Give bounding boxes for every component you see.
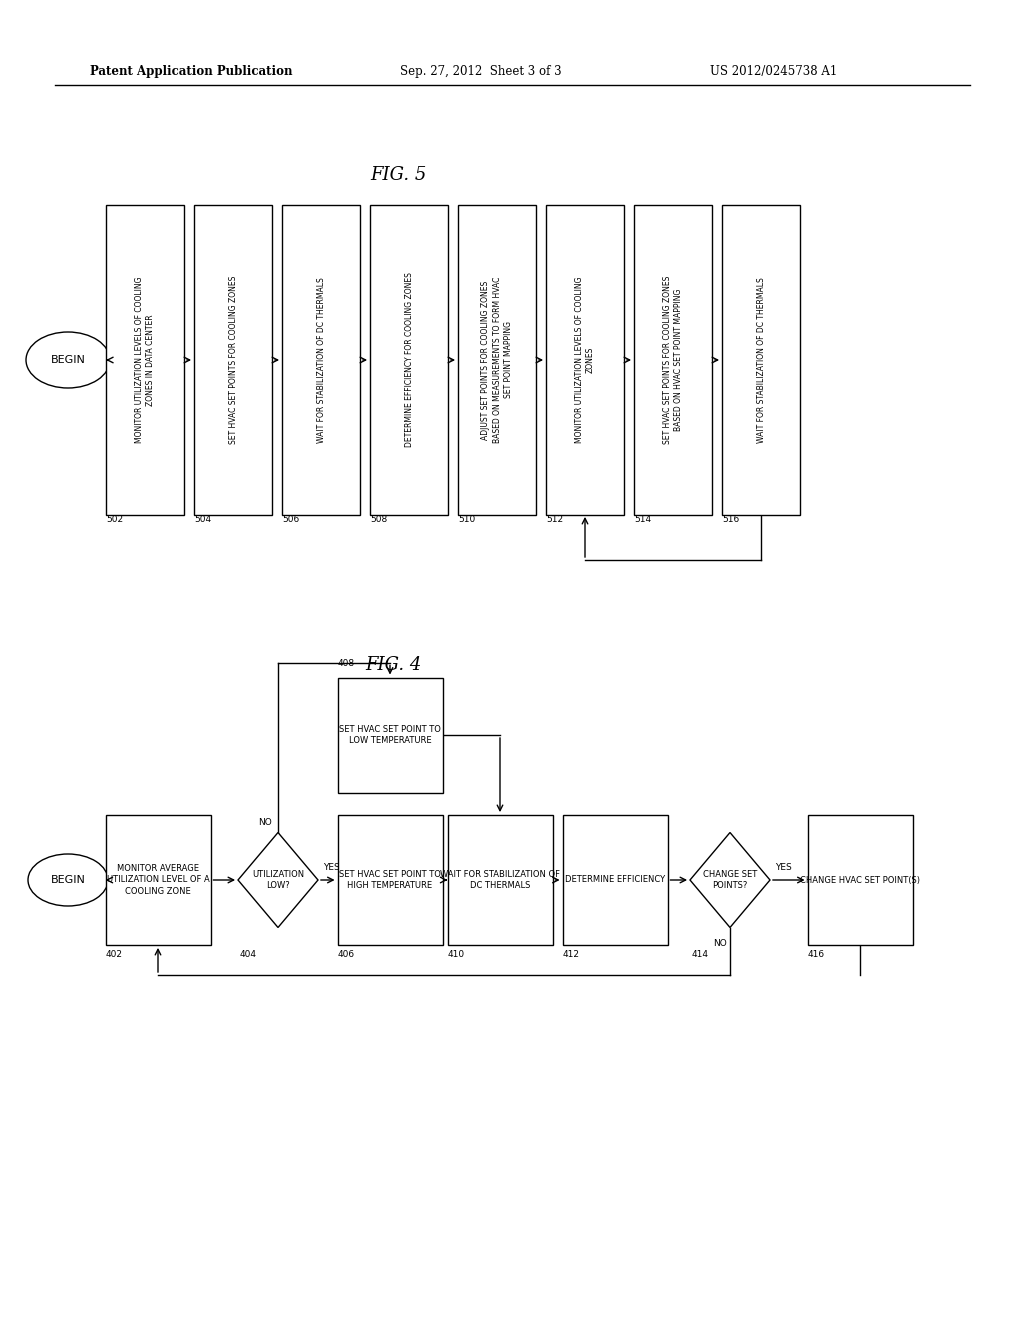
Text: SET HVAC SET POINTS FOR COOLING ZONES: SET HVAC SET POINTS FOR COOLING ZONES [228,276,238,445]
Text: FIG. 5: FIG. 5 [370,166,426,183]
Text: 504: 504 [194,515,211,524]
Text: 506: 506 [282,515,299,524]
FancyBboxPatch shape [562,814,668,945]
FancyBboxPatch shape [722,205,800,515]
Text: US 2012/0245738 A1: US 2012/0245738 A1 [710,66,838,78]
FancyBboxPatch shape [634,205,712,515]
FancyBboxPatch shape [370,205,449,515]
FancyBboxPatch shape [546,205,624,515]
FancyBboxPatch shape [458,205,536,515]
Text: FIG. 4: FIG. 4 [365,656,421,675]
FancyBboxPatch shape [194,205,272,515]
FancyBboxPatch shape [338,814,442,945]
Text: 508: 508 [370,515,387,524]
Text: BEGIN: BEGIN [50,875,85,884]
FancyBboxPatch shape [447,814,553,945]
Text: 408: 408 [338,660,354,668]
Text: BEGIN: BEGIN [50,355,85,366]
FancyBboxPatch shape [338,677,442,792]
Text: SET HVAC SET POINT TO
LOW TEMPERATURE: SET HVAC SET POINT TO LOW TEMPERATURE [339,725,441,744]
Text: ADJUST SET POINTS FOR COOLING ZONES
BASED ON MEASUREMENTS TO FORM HVAC
SET POINT: ADJUST SET POINTS FOR COOLING ZONES BASE… [481,277,513,444]
Text: 406: 406 [338,950,354,960]
Text: 510: 510 [458,515,475,524]
Text: SET HVAC SET POINTS FOR COOLING ZONES
BASED ON HVAC SET POINT MAPPING: SET HVAC SET POINTS FOR COOLING ZONES BA… [663,276,683,445]
FancyBboxPatch shape [808,814,912,945]
Text: 516: 516 [722,515,739,524]
Text: YES: YES [775,863,792,873]
Text: NO: NO [258,818,271,828]
Text: 416: 416 [808,950,824,960]
Text: MONITOR AVERAGE
UTILIZATION LEVEL OF A
COOLING ZONE: MONITOR AVERAGE UTILIZATION LEVEL OF A C… [106,865,209,895]
Text: CHANGE HVAC SET POINT(S): CHANGE HVAC SET POINT(S) [800,875,920,884]
Text: 514: 514 [634,515,651,524]
FancyBboxPatch shape [105,814,211,945]
Polygon shape [690,833,770,928]
Text: 412: 412 [562,950,580,960]
Text: CHANGE SET
POINTS?: CHANGE SET POINTS? [702,870,757,890]
Text: 410: 410 [447,950,465,960]
Text: 414: 414 [692,950,709,960]
Polygon shape [238,833,318,928]
Text: MONITOR UTILIZATION LEVELS OF COOLING
ZONES IN DATA CENTER: MONITOR UTILIZATION LEVELS OF COOLING ZO… [135,277,155,444]
Text: 402: 402 [105,950,123,960]
Text: DETERMINE EFFICIENCY FOR COOLING ZONES: DETERMINE EFFICIENCY FOR COOLING ZONES [404,272,414,447]
Text: WAIT FOR STABILIZATION OF DC THERMALS: WAIT FOR STABILIZATION OF DC THERMALS [316,277,326,444]
Text: NO: NO [713,939,727,948]
FancyBboxPatch shape [282,205,360,515]
Text: WAIT FOR STABILIZATION OF
DC THERMALS: WAIT FOR STABILIZATION OF DC THERMALS [440,870,560,890]
Text: WAIT FOR STABILIZATION OF DC THERMALS: WAIT FOR STABILIZATION OF DC THERMALS [757,277,766,444]
Text: DETERMINE EFFICIENCY: DETERMINE EFFICIENCY [565,875,665,884]
Text: 404: 404 [240,950,257,960]
Text: UTILIZATION
LOW?: UTILIZATION LOW? [252,870,304,890]
Text: 502: 502 [106,515,123,524]
Text: MONITOR UTILIZATION LEVELS OF COOLING
ZONES: MONITOR UTILIZATION LEVELS OF COOLING ZO… [574,277,595,444]
Ellipse shape [28,854,108,906]
Text: Patent Application Publication: Patent Application Publication [90,66,293,78]
Text: SET HVAC SET POINT TO
HIGH TEMPERATURE: SET HVAC SET POINT TO HIGH TEMPERATURE [339,870,441,890]
Text: Sep. 27, 2012  Sheet 3 of 3: Sep. 27, 2012 Sheet 3 of 3 [400,66,561,78]
FancyBboxPatch shape [106,205,184,515]
Text: 512: 512 [546,515,563,524]
Text: YES: YES [323,863,340,873]
Ellipse shape [26,333,110,388]
